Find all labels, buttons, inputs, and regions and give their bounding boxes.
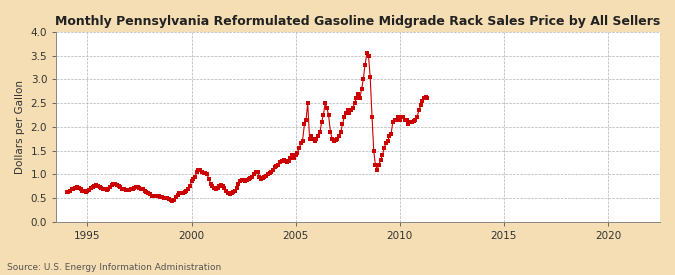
Text: Source: U.S. Energy Information Administration: Source: U.S. Energy Information Administ…	[7, 263, 221, 272]
Y-axis label: Dollars per Gallon: Dollars per Gallon	[15, 80, 25, 174]
Title: Monthly Pennsylvania Reformulated Gasoline Midgrade Rack Sales Price by All Sell: Monthly Pennsylvania Reformulated Gasoli…	[55, 15, 661, 28]
